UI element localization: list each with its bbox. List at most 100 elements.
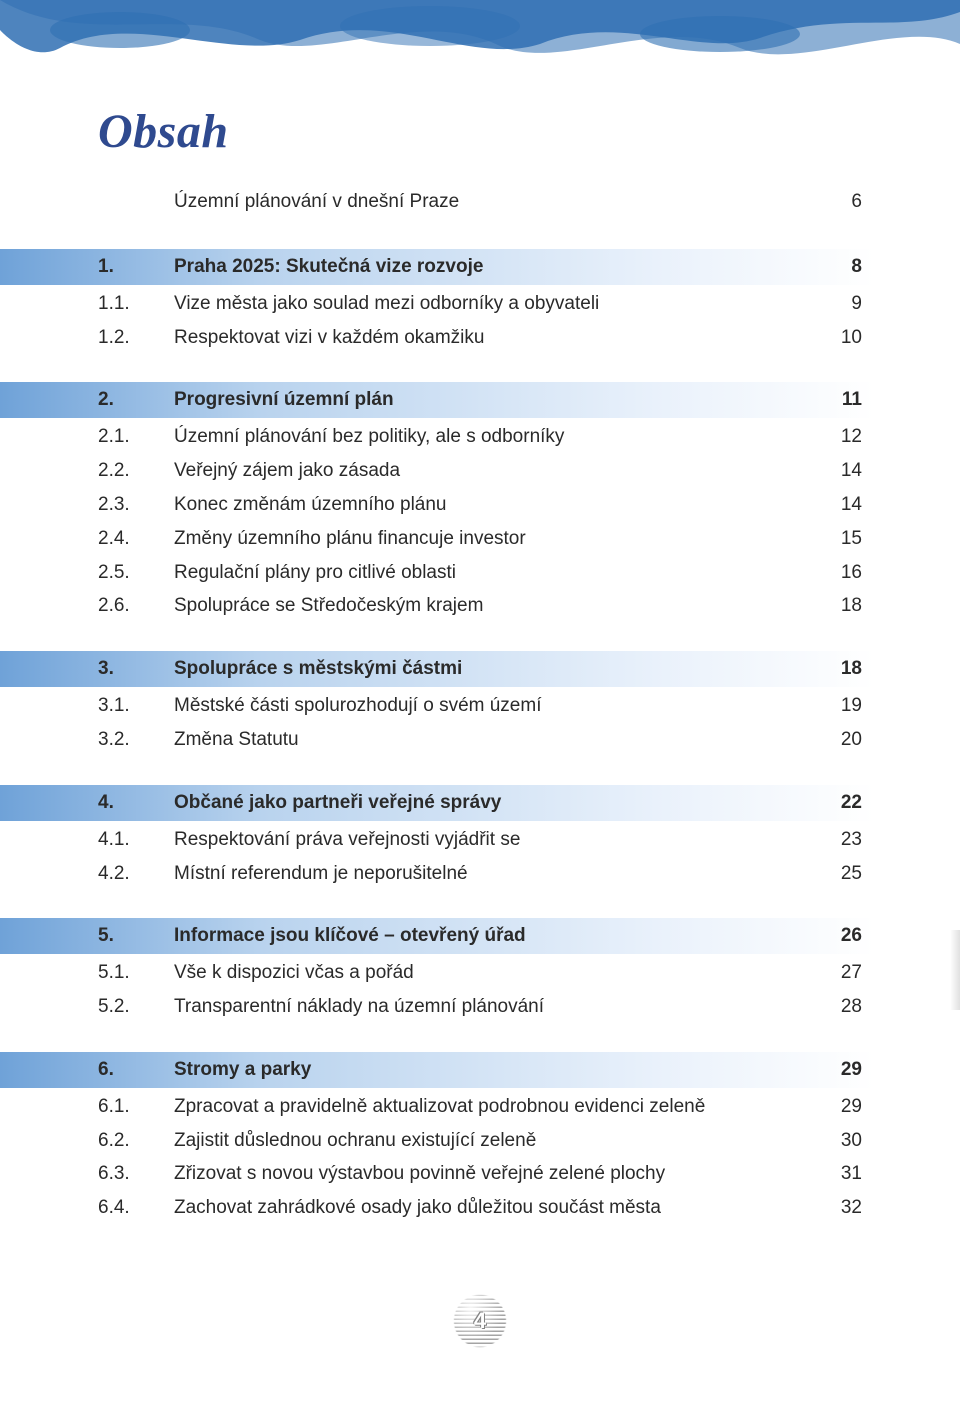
toc-label: Progresivní územní plán xyxy=(174,389,812,411)
toc-item-row: 6.2.Zajistit důslednou ochranu existujíc… xyxy=(98,1124,862,1158)
toc-num: 5.1. xyxy=(98,962,174,984)
toc-num: 3.2. xyxy=(98,729,174,751)
toc-section-row: 5.Informace jsou klíčové – otevřený úřad… xyxy=(98,918,862,954)
toc-item-row: 1.2.Respektovat vizi v každém okamžiku10 xyxy=(98,321,862,355)
toc-page: 15 xyxy=(812,528,862,550)
toc-item-row: 3.1.Městské části spolurozhodují o svém … xyxy=(98,689,862,723)
toc-page: 11 xyxy=(812,389,862,411)
toc-num: 1. xyxy=(98,256,174,278)
toc-num: 6.1. xyxy=(98,1096,174,1118)
toc-label: Vše k dispozici včas a pořád xyxy=(174,962,812,984)
toc-page: 20 xyxy=(812,729,862,751)
toc-page: 30 xyxy=(812,1130,862,1152)
toc-num: 4.2. xyxy=(98,863,174,885)
page-footer: 4 xyxy=(98,1281,862,1361)
toc-section-row: 4.Občané jako partneři veřejné správy22 xyxy=(98,785,862,821)
right-edge-shadow xyxy=(950,930,960,1010)
toc-label: Regulační plány pro citlivé oblasti xyxy=(174,562,812,584)
toc-label: Respektovat vizi v každém okamžiku xyxy=(174,327,812,349)
toc-item-row: 6.1.Zpracovat a pravidelně aktualizovat … xyxy=(98,1090,862,1124)
toc-page: 22 xyxy=(812,792,862,814)
toc-item-row: 5.2.Transparentní náklady na územní plán… xyxy=(98,990,862,1024)
toc-item-row: 3.2.Změna Statutu20 xyxy=(98,723,862,757)
toc-label: Zpracovat a pravidelně aktualizovat podr… xyxy=(174,1096,812,1118)
toc-page: 25 xyxy=(812,863,862,885)
toc-page: 19 xyxy=(812,695,862,717)
toc-num: 2.6. xyxy=(98,595,174,617)
toc-num: 6.2. xyxy=(98,1130,174,1152)
toc-label: Respektování práva veřejnosti vyjádřit s… xyxy=(174,829,812,851)
toc-section-row: 2.Progresivní územní plán11 xyxy=(98,382,862,418)
toc-page: 9 xyxy=(812,293,862,315)
toc-page: 26 xyxy=(812,925,862,947)
toc-item-row: 2.3.Konec změnám územního plánu14 xyxy=(98,488,862,522)
toc-num: 3.1. xyxy=(98,695,174,717)
toc-label: Městské části spolurozhodují o svém územ… xyxy=(174,695,812,717)
page-body: Obsah Územní plánování v dnešní Praze 6 … xyxy=(0,70,960,1401)
page-title: Obsah xyxy=(98,104,862,159)
toc-page: 29 xyxy=(812,1096,862,1118)
toc-intro-row: Územní plánování v dnešní Praze 6 xyxy=(98,185,862,219)
toc-item-row: 6.4.Zachovat zahrádkové osady jako důlež… xyxy=(98,1191,862,1225)
toc-page: 29 xyxy=(812,1059,862,1081)
toc-label: Spolupráce se Středočeským krajem xyxy=(174,595,812,617)
toc-item-row: 4.1.Respektování práva veřejnosti vyjádř… xyxy=(98,823,862,857)
footer-page-number: 4 xyxy=(474,1308,486,1334)
toc-item-row: 2.6.Spolupráce se Středočeským krajem18 xyxy=(98,589,862,623)
toc-num: 6.4. xyxy=(98,1197,174,1219)
toc-section-row: 6.Stromy a parky29 xyxy=(98,1052,862,1088)
toc-label: Zřizovat s novou výstavbou povinně veřej… xyxy=(174,1163,812,1185)
toc-label: Spolupráce s městskými částmi xyxy=(174,658,812,680)
toc-num: 2.2. xyxy=(98,460,174,482)
toc-num: 3. xyxy=(98,658,174,680)
toc-label: Změna Statutu xyxy=(174,729,812,751)
toc-num: 2.5. xyxy=(98,562,174,584)
toc-label: Stromy a parky xyxy=(174,1059,812,1081)
toc-item-row: 2.1.Územní plánování bez politiky, ale s… xyxy=(98,420,862,454)
toc-page: 14 xyxy=(812,460,862,482)
toc-label: Občané jako partneři veřejné správy xyxy=(174,792,812,814)
toc-num: 5.2. xyxy=(98,996,174,1018)
toc-page: 6 xyxy=(812,191,862,213)
toc-label: Transparentní náklady na územní plánován… xyxy=(174,996,812,1018)
toc-num: 1.1. xyxy=(98,293,174,315)
toc-num: 2.4. xyxy=(98,528,174,550)
toc-page: 10 xyxy=(812,327,862,349)
toc-page: 12 xyxy=(812,426,862,448)
toc-section-row: 3.Spolupráce s městskými částmi18 xyxy=(98,651,862,687)
toc-section-row: 1.Praha 2025: Skutečná vize rozvoje8 xyxy=(98,249,862,285)
toc-label: Veřejný zájem jako zásada xyxy=(174,460,812,482)
toc-page: 32 xyxy=(812,1197,862,1219)
toc-page: 18 xyxy=(812,595,862,617)
toc-label: Informace jsou klíčové – otevřený úřad xyxy=(174,925,812,947)
toc-item-row: 6.3.Zřizovat s novou výstavbou povinně v… xyxy=(98,1157,862,1191)
toc-page: 28 xyxy=(812,996,862,1018)
toc-item-row: 2.5.Regulační plány pro citlivé oblasti1… xyxy=(98,556,862,590)
toc-label: Zajistit důslednou ochranu existující ze… xyxy=(174,1130,812,1152)
toc-item-row: 2.4.Změny územního plánu financuje inves… xyxy=(98,522,862,556)
toc-num: 4.1. xyxy=(98,829,174,851)
toc-num: 2.1. xyxy=(98,426,174,448)
toc-item-row: 4.2.Místní referendum je neporušitelné25 xyxy=(98,857,862,891)
toc-item-row: 2.2.Veřejný zájem jako zásada14 xyxy=(98,454,862,488)
table-of-contents: Územní plánování v dnešní Praze 6 1.Prah… xyxy=(98,185,862,1225)
toc-label: Územní plánování v dnešní Praze xyxy=(174,191,812,213)
toc-page: 18 xyxy=(812,658,862,680)
toc-num: 6. xyxy=(98,1059,174,1081)
toc-label: Územní plánování bez politiky, ale s odb… xyxy=(174,426,812,448)
toc-label: Praha 2025: Skutečná vize rozvoje xyxy=(174,256,812,278)
toc-item-row: 1.1.Vize města jako soulad mezi odborník… xyxy=(98,287,862,321)
toc-page: 8 xyxy=(812,256,862,278)
toc-label: Místní referendum je neporušitelné xyxy=(174,863,812,885)
toc-num: 6.3. xyxy=(98,1163,174,1185)
toc-num: 2. xyxy=(98,389,174,411)
toc-num: 5. xyxy=(98,925,174,947)
toc-page: 27 xyxy=(812,962,862,984)
toc-label: Konec změnám územního plánu xyxy=(174,494,812,516)
header-brush-art xyxy=(0,0,960,70)
toc-label: Změny územního plánu financuje investor xyxy=(174,528,812,550)
toc-page: 16 xyxy=(812,562,862,584)
toc-label: Zachovat zahrádkové osady jako důležitou… xyxy=(174,1197,812,1219)
toc-label: Vize města jako soulad mezi odborníky a … xyxy=(174,293,812,315)
toc-page: 23 xyxy=(812,829,862,851)
